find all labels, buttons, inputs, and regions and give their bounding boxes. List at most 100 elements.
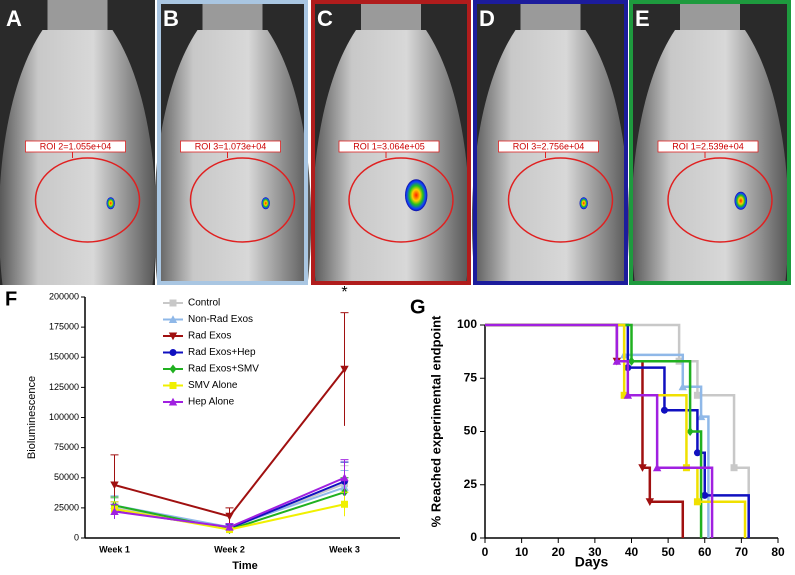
mouse-body — [471, 30, 630, 285]
y-tick-label: 0 — [470, 530, 477, 544]
x-tick-label: 10 — [515, 545, 529, 559]
marker — [168, 397, 178, 406]
x-tick-label: 70 — [735, 545, 749, 559]
roi-label: ROI 1=3.064e+05 — [353, 141, 425, 151]
apparatus — [680, 0, 740, 35]
apparatus — [202, 0, 263, 35]
x-tick-label: 80 — [771, 545, 785, 559]
y-axis-label: % Reached experimental endpoint — [428, 315, 443, 527]
marker — [623, 391, 633, 399]
panel-letter: C — [317, 6, 333, 31]
survival-line — [485, 323, 750, 538]
legend-label: Non-Rad Exos — [188, 314, 253, 325]
marker — [612, 357, 622, 365]
y-tick-label: 150000 — [49, 352, 79, 362]
panel-letter: B — [163, 6, 179, 31]
roi-ellipse — [667, 157, 773, 243]
roi-label-box — [657, 140, 759, 153]
y-tick-label: 175000 — [49, 322, 79, 332]
survival-line — [485, 323, 703, 538]
marker — [110, 507, 119, 515]
panel-letter: G — [410, 296, 426, 318]
legend-label: Rad Exos+Hep — [188, 347, 256, 358]
x-tick-label: 60 — [698, 545, 712, 559]
survival-line — [485, 323, 685, 538]
marker — [645, 498, 655, 506]
marker — [693, 498, 701, 506]
panel-border — [629, 0, 791, 285]
marker — [110, 481, 119, 490]
x-tick-label: Week 2 — [214, 544, 245, 554]
legend-label: Rad Exos — [188, 331, 231, 342]
marker — [693, 391, 701, 399]
panel-letter: E — [635, 6, 650, 31]
roi-label: ROI 1=2.539e+04 — [672, 141, 744, 151]
marker — [168, 315, 178, 323]
survival-line — [485, 323, 747, 538]
mouse-body — [153, 30, 312, 285]
marker — [693, 449, 701, 457]
legend-label: Rad Exos+SMV — [188, 364, 259, 375]
marker — [340, 365, 349, 374]
survival-line — [485, 323, 710, 538]
roi-label-box — [180, 140, 281, 153]
roi-ellipse — [507, 157, 614, 243]
marker — [169, 349, 177, 356]
marker — [169, 299, 177, 307]
y-tick-label: 50 — [464, 424, 478, 438]
x-tick-label: 20 — [552, 545, 566, 559]
legend-label: Hep Alone — [188, 397, 235, 408]
y-tick-label: 100000 — [49, 412, 79, 422]
x-tick-label: Week 1 — [99, 544, 130, 554]
x-tick-label: 50 — [661, 545, 675, 559]
marker — [169, 382, 177, 389]
y-tick-label: 75000 — [54, 442, 79, 452]
marker — [168, 332, 178, 341]
x-tick-label: Week 3 — [329, 544, 360, 554]
marker — [638, 464, 647, 472]
y-axis-label: Bioluminescence — [26, 376, 38, 459]
x-axis-label: Time — [232, 560, 257, 572]
apparatus — [47, 0, 108, 35]
marker — [660, 406, 668, 414]
x-axis-label: Days — [575, 554, 609, 570]
y-tick-label: 25000 — [54, 502, 79, 512]
y-tick-label: 125000 — [49, 382, 79, 392]
x-tick-label: 0 — [482, 545, 489, 559]
roi-ellipse — [34, 157, 141, 243]
legend-label: SMV Alone — [188, 380, 238, 391]
signal-blob — [579, 197, 588, 210]
signal-blob — [405, 179, 428, 212]
apparatus — [361, 0, 421, 35]
roi-label: ROI 3=1.073e+04 — [195, 141, 267, 151]
legend-label: Control — [188, 298, 220, 309]
roi-ellipse — [189, 157, 296, 243]
marker — [730, 464, 738, 472]
roi-label: ROI 2=1.055e+04 — [40, 141, 112, 151]
panel-letter: A — [6, 6, 22, 31]
marker — [652, 463, 662, 472]
roi-label-box — [25, 140, 126, 153]
mouse-body — [312, 30, 470, 285]
roi-ellipse — [348, 157, 454, 243]
y-tick-label: 75 — [464, 370, 478, 384]
marker — [678, 382, 687, 391]
roi-label: ROI 3=2.756e+04 — [513, 141, 585, 151]
marker — [169, 364, 177, 374]
panel-letter: D — [479, 6, 495, 31]
marker — [628, 356, 635, 366]
annotation: * — [341, 284, 347, 301]
roi-label-box — [498, 140, 599, 153]
marker — [696, 412, 706, 421]
y-tick-label: 100 — [457, 317, 477, 331]
marker — [225, 522, 234, 531]
marker — [340, 473, 349, 482]
panel-letter: F — [5, 288, 17, 310]
marker — [686, 426, 694, 437]
signal-blob — [734, 191, 748, 210]
mouse-body — [0, 30, 157, 285]
y-tick-label: 200000 — [49, 291, 79, 301]
panel-border — [311, 0, 471, 285]
